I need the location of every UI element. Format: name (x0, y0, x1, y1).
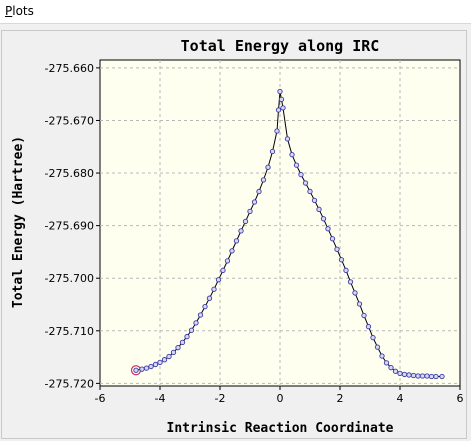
data-point (143, 365, 150, 371)
data-point (238, 228, 244, 234)
y-tick-label: -275.700 (45, 272, 94, 285)
data-point (215, 277, 222, 283)
data-point (133, 367, 139, 373)
data-point (298, 171, 304, 178)
data-point (439, 373, 445, 380)
data-point (410, 372, 417, 379)
data-point (175, 344, 181, 351)
data-point (161, 357, 168, 363)
data-point (307, 188, 313, 195)
data-point (166, 353, 172, 360)
data-point (139, 366, 145, 372)
y-axis-label: Total Energy (Hartree) (11, 136, 26, 308)
energy-series (130, 88, 445, 380)
data-point (397, 370, 403, 377)
data-point (388, 364, 394, 371)
data-point (242, 218, 249, 225)
data-point (284, 136, 291, 142)
data-point (424, 373, 430, 379)
data-point (370, 334, 376, 341)
data-point (277, 88, 283, 95)
x-tick-label: -6 (95, 392, 106, 405)
chart-title: Total Energy along IRC (181, 37, 380, 55)
data-point (220, 267, 226, 273)
data-point (211, 286, 217, 292)
data-point (157, 359, 163, 365)
data-point (334, 246, 340, 252)
data-point (206, 295, 213, 301)
data-point (148, 363, 154, 370)
data-point (415, 373, 421, 379)
x-axis-label: Intrinsic Reaction Coordinate (167, 421, 394, 436)
data-point (256, 188, 262, 195)
x-tick-label: 2 (337, 392, 344, 405)
data-point (202, 303, 208, 310)
data-point (329, 236, 336, 242)
x-tick-label: -4 (155, 392, 166, 405)
y-tick-label: -275.720 (45, 377, 94, 390)
data-point (320, 216, 327, 222)
data-point (197, 312, 204, 318)
data-point (343, 267, 349, 273)
x-tick-label: -2 (215, 392, 226, 405)
data-point (392, 368, 399, 374)
x-tick-label: 4 (397, 392, 404, 405)
data-point (374, 344, 381, 350)
data-point (265, 164, 271, 170)
data-point (233, 238, 240, 244)
data-point (193, 320, 199, 326)
data-point (347, 279, 354, 285)
grid (100, 60, 460, 386)
menu-plots-label: lots (12, 4, 34, 18)
data-point (338, 257, 345, 263)
y-tick-label: -275.670 (45, 114, 94, 127)
data-point (260, 177, 267, 183)
data-point (383, 360, 390, 366)
data-point (311, 197, 318, 204)
data-point (356, 301, 363, 307)
data-point (352, 290, 358, 296)
data-point (184, 333, 190, 340)
menu-plots-mnemonic: P (5, 4, 13, 18)
axes: -6 -4 -2 0 2 4 6 -275.660 -275.670 -275.680 -275.6… (45, 62, 464, 405)
data-point (179, 339, 186, 346)
data-point (224, 258, 231, 264)
y-tick-label: -275.680 (45, 167, 94, 180)
plot-panel-border (1, 30, 467, 439)
data-point (325, 226, 331, 232)
data-point (302, 180, 309, 186)
data-point (274, 128, 280, 134)
x-tick-label: 6 (457, 392, 464, 405)
menu-plots[interactable]: Plots (5, 4, 34, 18)
data-point (229, 248, 235, 254)
data-point (293, 162, 300, 168)
data-point (406, 372, 412, 378)
data-point (188, 327, 195, 333)
data-point (289, 151, 295, 158)
data-point (275, 107, 282, 113)
data-point (251, 199, 258, 205)
data-point (365, 323, 372, 330)
data-point (316, 206, 322, 212)
data-point (433, 373, 439, 380)
data-point (379, 353, 385, 359)
x-tick-label: 0 (277, 392, 284, 405)
data-point (278, 96, 285, 103)
menu-bar: Plots (0, 0, 471, 24)
data-point (280, 105, 286, 111)
data-point (419, 373, 426, 379)
data-point (401, 371, 408, 378)
y-tick-label: -275.710 (45, 325, 94, 338)
data-point (170, 349, 177, 355)
y-tick-label: -275.690 (45, 220, 94, 233)
data-point (152, 361, 159, 368)
data-point (361, 312, 367, 319)
data-point (428, 373, 435, 380)
data-point (269, 148, 276, 155)
data-point (247, 208, 253, 215)
y-tick-label: -275.660 (45, 62, 94, 75)
